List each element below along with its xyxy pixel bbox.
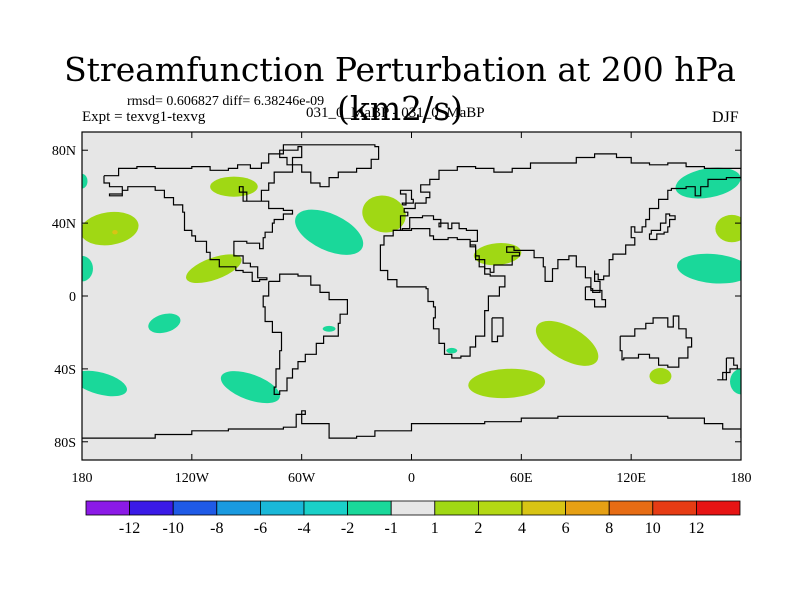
- coast-north-america: [103, 146, 303, 282]
- coast-greenland: [279, 144, 380, 188]
- colorbar-box-2: [172, 500, 218, 516]
- positive-anomaly-6: [473, 243, 522, 266]
- colorbar-label-11: 8: [605, 520, 613, 537]
- x-tick-label-4: 60E: [510, 471, 533, 486]
- coast-africa-west: [379, 228, 506, 359]
- colorbar-box-7: [390, 500, 436, 516]
- colorbar-box-3: [216, 500, 261, 516]
- coast-uk: [399, 189, 414, 206]
- colorbar-box-4: [259, 500, 305, 516]
- x-tick-label-5: 120E: [616, 471, 646, 486]
- y-tick-label-1: 40N: [52, 217, 76, 232]
- negative-anomaly-19: [322, 325, 336, 332]
- case-label: 031_0_MaBP - 031_0_MaBP: [306, 105, 485, 121]
- negative-anomaly-17: [220, 371, 280, 404]
- negative-anomaly-14: [82, 173, 88, 189]
- negative-anomaly-15: [82, 370, 127, 397]
- coast-indonesia: [584, 286, 607, 308]
- colorbar-label-7: 1: [431, 520, 439, 537]
- colorbar-box-12: [608, 500, 654, 516]
- colorbar-box-8: [434, 500, 479, 516]
- x-tick-label-0: 180: [72, 471, 93, 486]
- colorbar-label-3: -6: [254, 520, 267, 537]
- colorbar-label-12: 10: [645, 520, 661, 537]
- colorbar-box-0: [85, 500, 130, 516]
- colorbar-box-14: [696, 500, 741, 516]
- negative-anomaly-16: [730, 368, 741, 395]
- colorbar-label-8: 2: [474, 520, 482, 537]
- colorbar-label-4: -4: [297, 520, 310, 537]
- colorbar-box-10: [521, 500, 566, 516]
- coast-south-america: [262, 273, 348, 395]
- positive-anomaly-8: [468, 368, 546, 399]
- coast-eurasia-africa: [393, 153, 741, 293]
- colorbar-label-0: -12: [119, 520, 140, 537]
- rmsd-stats: rmsd= 0.606827 diff= 6.38246e-09: [127, 94, 325, 109]
- colorbar-label-9: 4: [518, 520, 526, 537]
- colorbar-box-11: [565, 500, 610, 516]
- negative-anomaly-13: [82, 255, 93, 282]
- axis-ticks: 180 120W 60W 0 60E 120E 180 80N 40N 0 40S 80S: [52, 132, 752, 486]
- positive-anomaly-11: [715, 214, 741, 243]
- coast-madagascar: [491, 317, 504, 343]
- coast-australia: [619, 315, 693, 368]
- positive-anomaly-5: [362, 195, 406, 233]
- colorbar-label-6: -1: [385, 520, 398, 537]
- positive-anomaly-2: [210, 176, 258, 197]
- colorbar-label-13: 12: [688, 520, 704, 537]
- colorbar-label-10: 6: [562, 520, 570, 537]
- positive-anomaly-0: [82, 211, 139, 246]
- colorbar-box-6: [347, 500, 392, 516]
- chart-title: Streamfunction Perturbation at 200 hPa (…: [64, 50, 736, 128]
- negative-anomaly-12: [677, 253, 741, 284]
- negative-anomaly-18: [148, 313, 181, 334]
- y-tick-label-4: 80S: [54, 436, 76, 451]
- y-tick-label-3: 40S: [54, 363, 76, 378]
- negative-anomaly-4: [295, 209, 364, 255]
- x-tick-label-6: 180: [731, 471, 752, 486]
- negative-anomaly-20: [446, 347, 458, 354]
- y-tick-label-2: 0: [69, 290, 76, 305]
- coast-japan: [648, 213, 676, 241]
- x-tick-label-3: 0: [408, 471, 415, 486]
- coast-new-zealand: [717, 357, 738, 381]
- positive-anomaly-1: [112, 230, 118, 235]
- positive-anomaly-9: [649, 367, 672, 385]
- colorbar-box-9: [477, 500, 523, 516]
- experiment-label: Expt = texvg1-texvg: [82, 109, 206, 125]
- colorbar-label-2: -8: [210, 520, 223, 537]
- colorbar: -12 -10 -8 -6 -4 -2 -1 1 2 4 6 8 10 12: [85, 500, 741, 537]
- colorbar-label-5: -2: [341, 520, 354, 537]
- season-label: DJF: [712, 109, 739, 126]
- positive-anomaly-7: [535, 320, 599, 366]
- coast-antarctica: [82, 410, 741, 439]
- colorbar-box-5: [303, 500, 348, 516]
- x-tick-label-2: 60W: [288, 471, 316, 486]
- coastlines: [82, 144, 741, 439]
- colorbar-box-13: [652, 500, 697, 516]
- colorbar-box-1: [129, 500, 174, 516]
- x-tick-label-1: 120W: [175, 471, 210, 486]
- positive-anomaly-3: [186, 254, 242, 284]
- colorbar-label-1: -10: [163, 520, 184, 537]
- map-background: [82, 132, 741, 460]
- y-tick-label-0: 80N: [52, 144, 76, 159]
